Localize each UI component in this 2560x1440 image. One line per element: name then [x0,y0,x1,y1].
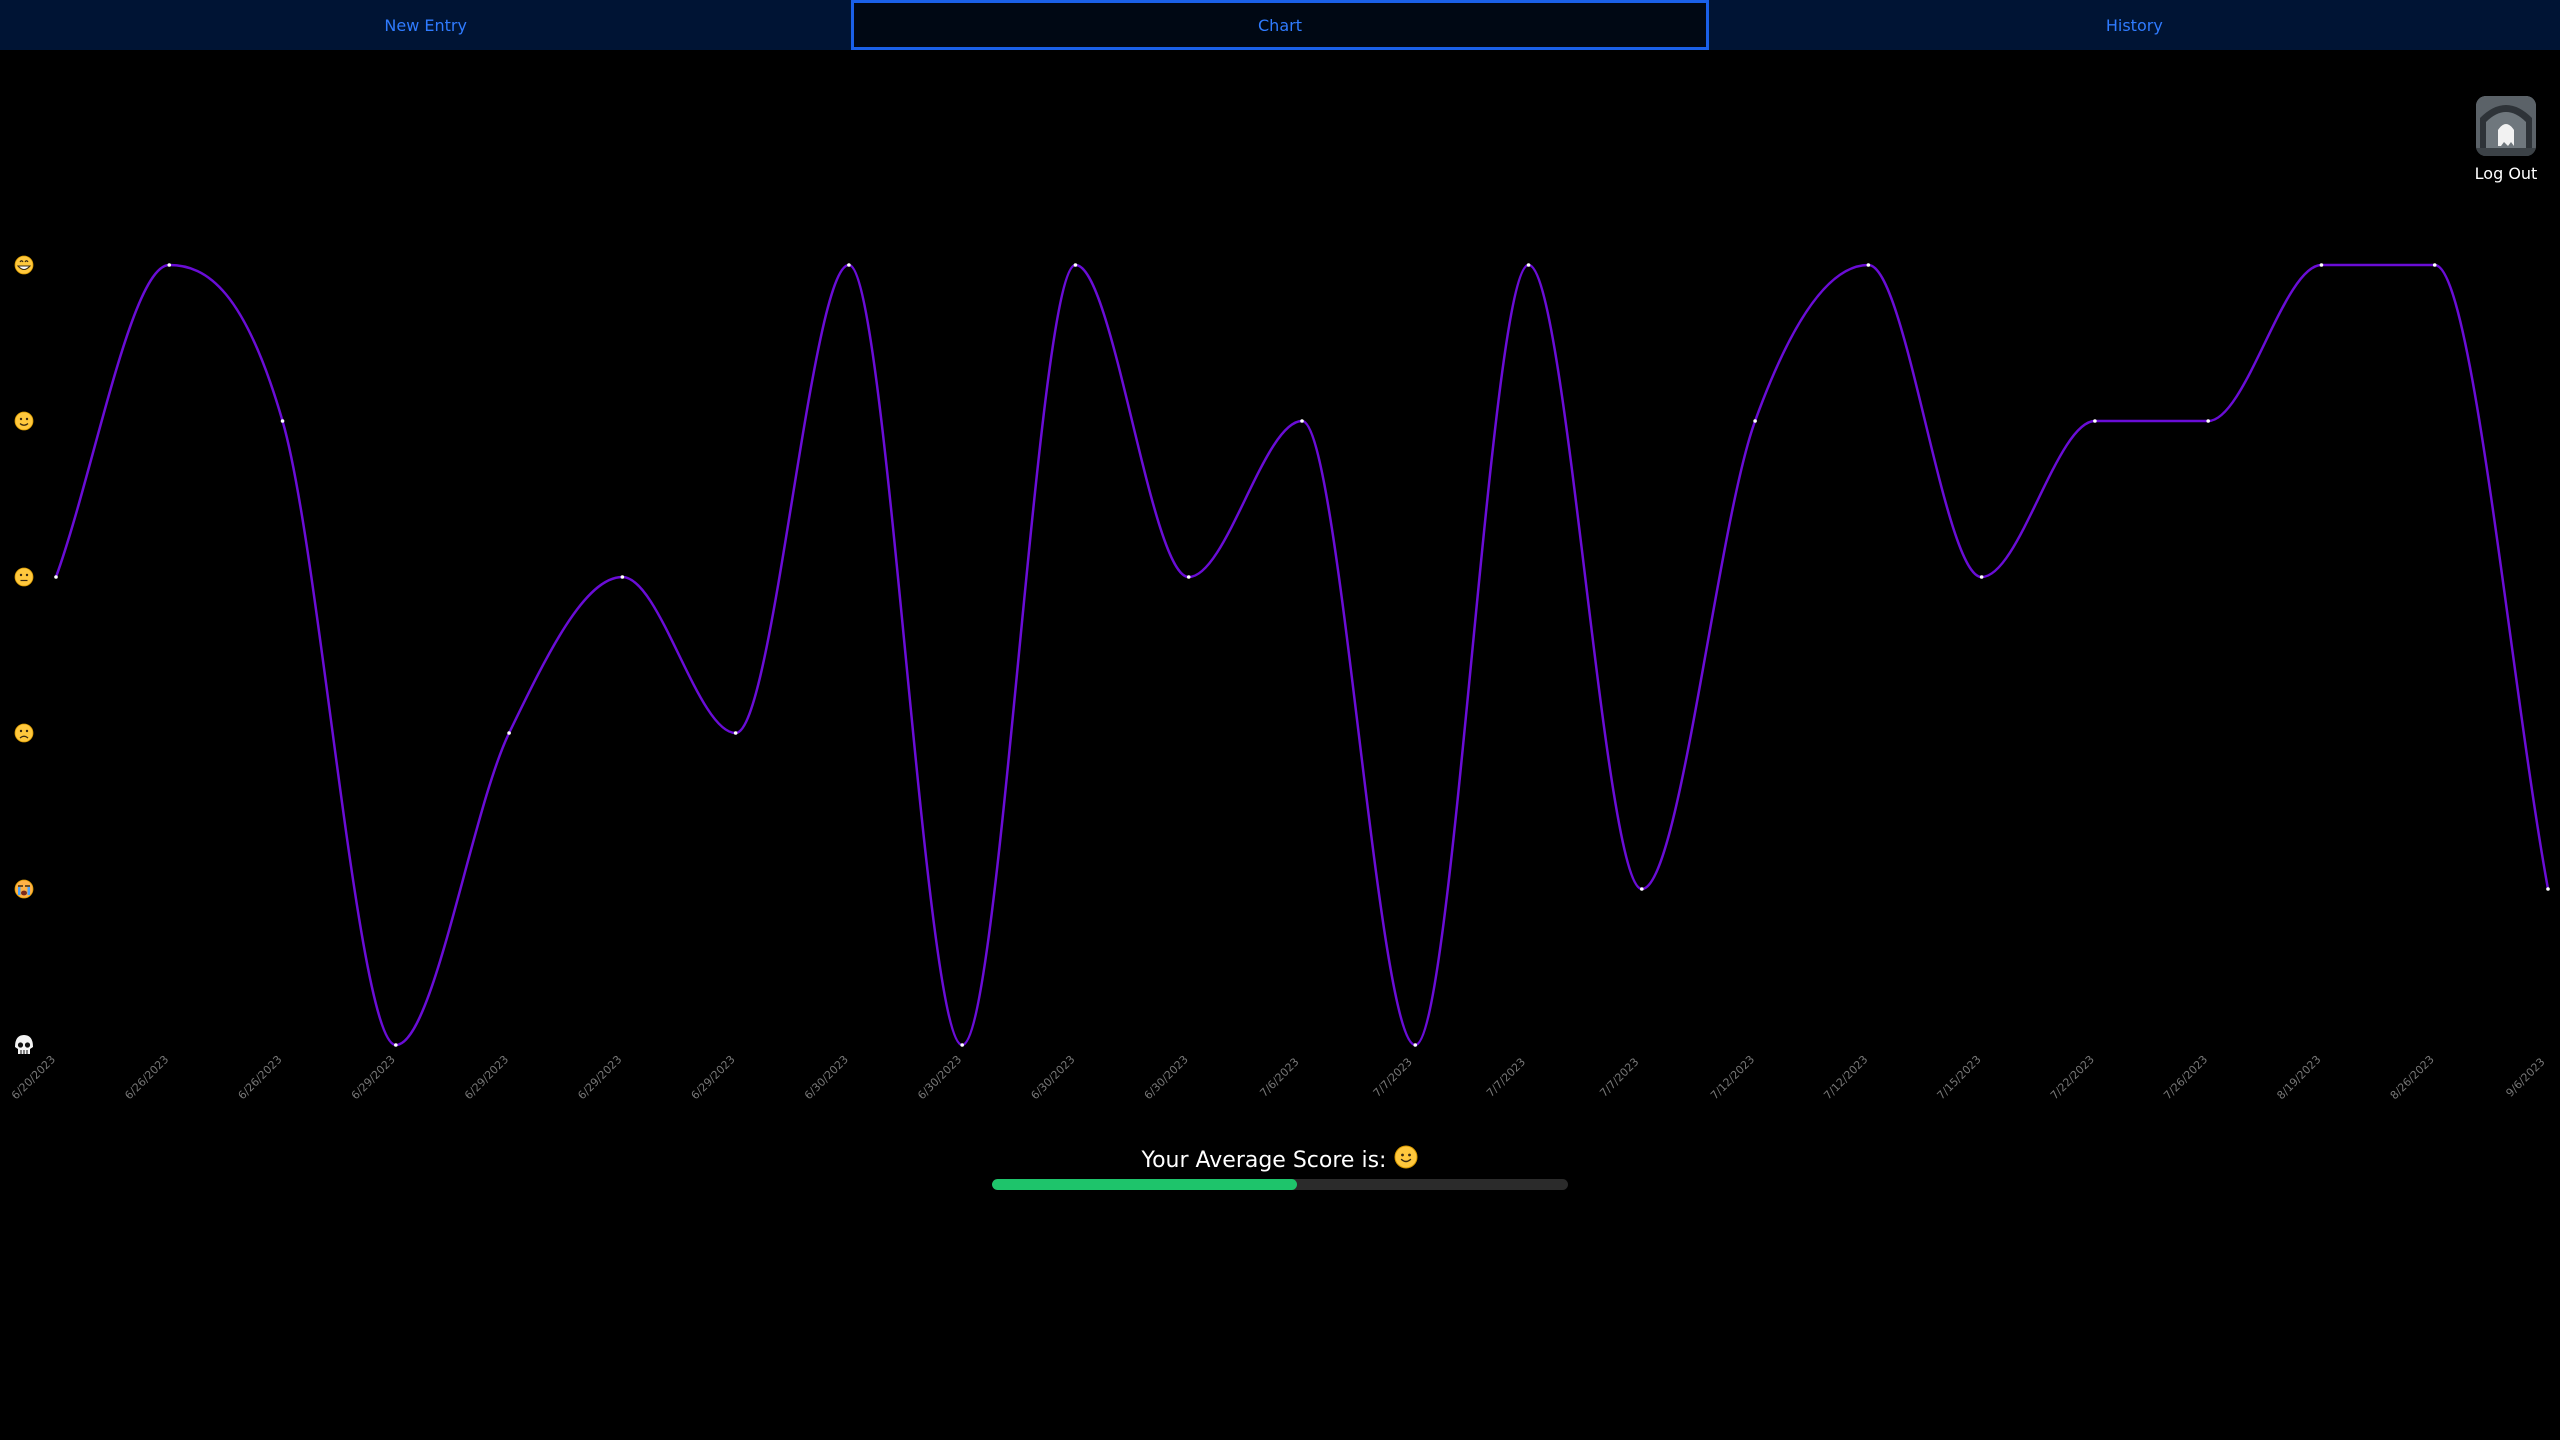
x-tick-label: 7/7/2023 [1597,1055,1641,1099]
x-tick-label: 7/12/2023 [1821,1053,1870,1102]
data-point [1300,419,1304,423]
tab-chart[interactable]: Chart [851,0,1709,50]
x-tick-label: 6/29/2023 [575,1053,624,1102]
x-tick-label: 6/26/2023 [236,1053,285,1102]
data-points [54,263,2550,1047]
data-point [54,575,58,579]
ghost-icon [2476,96,2536,156]
x-tick-label: 7/6/2023 [1257,1055,1301,1099]
logout-button[interactable]: Log Out [2466,96,2546,183]
data-point [1073,263,1078,267]
data-point [507,731,511,735]
mood-line-chart: 6/20/2023 6/26/2023 6/26/2023 6/29/2023 6/29… [9,255,2550,1102]
data-point [1526,263,1531,267]
data-point [1413,1043,1418,1047]
data-point [620,575,625,579]
tab-new-entry[interactable]: New Entry [384,15,467,35]
data-point [1753,419,1757,423]
x-tick-label: 7/26/2023 [2161,1053,2210,1102]
neutral-face-icon [14,567,34,587]
frowning-face-icon [14,723,34,743]
data-point [2432,263,2437,267]
data-point [847,263,851,267]
average-score-panel: Your Average Score is: [992,1145,1568,1190]
grinning-face-icon [14,255,34,275]
x-tick-label: 6/30/2023 [1028,1053,1077,1102]
data-point [1186,575,1191,579]
average-score-bar [992,1179,1568,1190]
x-tick-label: 7/12/2023 [1708,1053,1757,1102]
average-score-fill [992,1179,1298,1190]
data-point [394,1043,398,1047]
x-tick-label: 6/20/2023 [9,1053,58,1102]
tab-bar: New Entry Chart History [0,0,2560,50]
data-point [167,263,172,267]
data-point [2093,419,2097,423]
x-tick-label: 6/26/2023 [122,1053,171,1102]
data-point [2206,419,2210,423]
x-tick-label: 6/30/2023 [915,1053,964,1102]
data-point [280,419,285,423]
x-tick-label: 7/22/2023 [2048,1053,2097,1102]
series-line [54,263,2550,1047]
data-point [1866,263,1871,267]
logout-label: Log Out [2474,164,2538,183]
average-score-label: Your Average Score is: [1141,1147,1387,1173]
tab-history[interactable]: History [2105,15,2163,35]
data-point [1979,575,1984,579]
x-tick-label: 7/7/2023 [1371,1055,1415,1099]
slightly-smiling-face-icon [14,411,34,431]
data-point [960,1043,964,1047]
x-tick-label: 7/15/2023 [1935,1053,1984,1102]
x-tick-label: 8/26/2023 [2388,1053,2437,1102]
x-tick-label: 6/30/2023 [1142,1053,1191,1102]
y-axis-icons [14,255,34,1054]
x-tick-label: 9/6/2023 [2503,1055,2547,1099]
x-axis-labels: 6/20/2023 6/26/2023 6/26/2023 6/29/2023 6/29… [9,1053,2548,1102]
x-tick-label: 6/30/2023 [802,1053,851,1102]
average-score-row: Your Average Score is: [1142,1145,1419,1175]
skull-icon [15,1035,33,1054]
x-tick-label: 6/29/2023 [689,1053,738,1102]
avatar[interactable] [2476,96,2536,156]
slightly-smiling-face-icon [1394,1145,1418,1175]
x-tick-label: 8/19/2023 [2274,1053,2323,1102]
x-tick-label: 6/29/2023 [462,1053,511,1102]
data-point [2546,887,2550,891]
data-point [1640,887,1644,891]
x-tick-label: 7/7/2023 [1484,1055,1528,1099]
data-point [733,731,738,735]
crying-face-icon [14,879,34,899]
data-point [2319,263,2324,267]
x-tick-label: 6/29/2023 [349,1053,398,1102]
